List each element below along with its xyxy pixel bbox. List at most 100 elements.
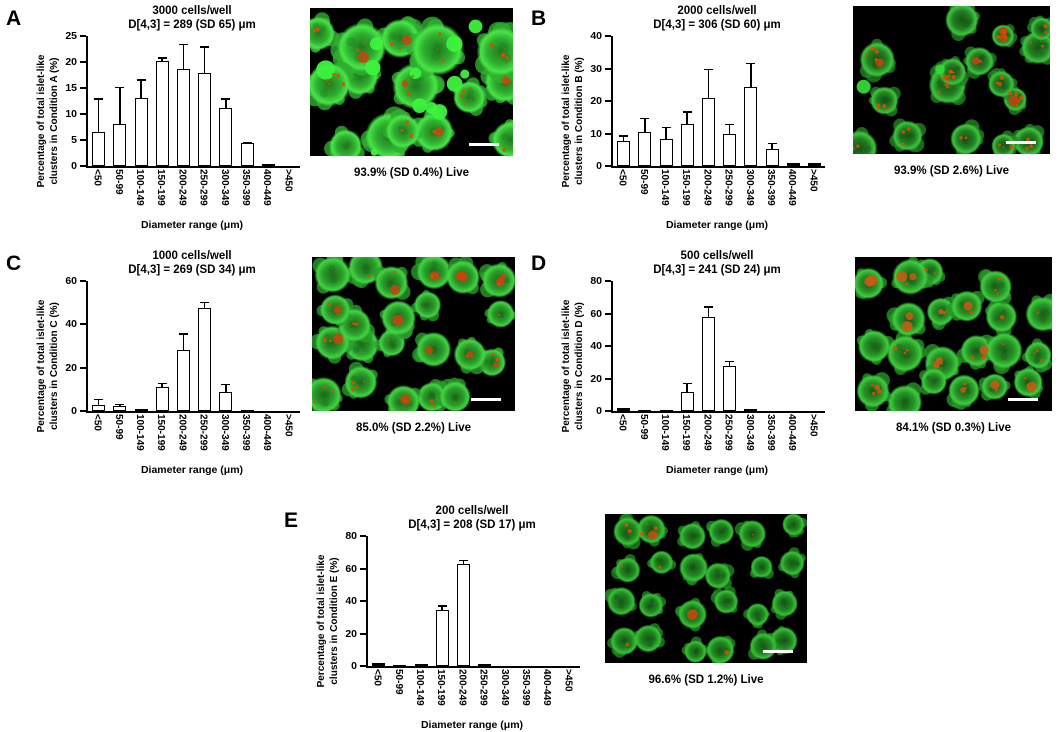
y-tick <box>605 377 611 380</box>
x-tick-label: 150-199 <box>435 669 447 706</box>
y-tick <box>360 665 366 667</box>
error-bar-cap <box>94 398 104 401</box>
error-bar <box>441 605 443 610</box>
y-tick <box>360 632 366 635</box>
bar-150-199 <box>680 391 694 411</box>
error-bar-cap <box>661 126 671 129</box>
y-tick-label: 60 <box>590 307 602 320</box>
x-tick-label: 150-199 <box>155 169 167 206</box>
x-tick-labels: <50 50-99 100-149 150-199 200-249 250-299 300-… <box>86 166 298 218</box>
bar-250-299 <box>198 73 212 166</box>
x-tick-label: 200-249 <box>701 414 713 451</box>
error-bar <box>203 301 206 308</box>
error-bar <box>622 135 625 141</box>
error-bar-cap <box>458 559 468 562</box>
error-bar-cap <box>115 86 125 89</box>
y-tick <box>80 410 86 412</box>
fluorescence-image <box>310 8 513 156</box>
y-tick-label: 20 <box>590 95 602 107</box>
plot-body: 0 5 10 15 20 25 <box>65 30 304 172</box>
plot-body: 0 20 40 60 <box>65 275 304 417</box>
x-tick-label: 250-299 <box>477 669 489 706</box>
plot-area: 0 10 20 30 40 <box>590 30 825 172</box>
error-bar-cap <box>746 62 756 65</box>
y-tick <box>360 535 366 537</box>
bar-100-149 <box>659 410 673 411</box>
x-tick-label: <50 <box>91 414 103 431</box>
chart-title-block: 200 cells/well D[4,3] = 208 (SD 17) μm <box>366 504 578 532</box>
error-bar-cap <box>157 57 167 59</box>
y-tick <box>605 345 611 347</box>
bar-400-449 <box>261 163 275 166</box>
x-tick-label: <50 <box>91 169 103 186</box>
y-tick-label: 20 <box>65 361 77 374</box>
chart-title: 2000 cells/well <box>677 5 757 17</box>
bar-100-149 <box>134 409 148 411</box>
live-caption: 96.6% (SD 1.2%) Live <box>648 674 764 686</box>
error-bar-cap <box>437 605 447 607</box>
x-axis-label: Diameter range (μm) <box>665 464 769 476</box>
y-tick-label: 20 <box>590 372 602 385</box>
y-axis-label-line1: Percentage of total islet-like <box>36 299 47 433</box>
y-tick-label: 5 <box>71 134 77 146</box>
x-tick-label: 300-349 <box>743 169 755 206</box>
x-tick-label: 50-99 <box>392 669 404 695</box>
x-tick-labels: <50 50-99 100-149 150-199 200-249 250-299 300-… <box>611 411 823 463</box>
micrograph-a: 93.9% (SD 0.4%) Live <box>310 8 513 179</box>
x-tick-label: 100-149 <box>134 169 145 206</box>
error-bar-cap <box>682 382 692 385</box>
x-tick-label: 300-349 <box>218 169 230 206</box>
y-tick-label: 20 <box>65 56 77 68</box>
x-axis-label: Diameter range (μm) <box>140 464 244 476</box>
error-bar <box>97 98 100 133</box>
y-tick-label: 0 <box>71 405 77 417</box>
y-tick <box>80 165 86 167</box>
scale-bar <box>763 650 793 653</box>
x-tick-label: 50-99 <box>637 169 649 195</box>
error-bar <box>203 46 206 74</box>
x-tick-label: 300-349 <box>743 414 755 451</box>
error-bar-cap <box>767 142 777 145</box>
y-tick-label: 80 <box>345 530 357 542</box>
panel-label-d: D <box>531 252 547 275</box>
x-tick-label: <50 <box>616 169 628 186</box>
y-tick-label: 80 <box>590 275 602 287</box>
chart-title: 1000 cells/well <box>152 250 232 262</box>
error-bar-cap <box>178 43 188 46</box>
bar-150-199 <box>435 609 449 666</box>
x-tick-label: 100-149 <box>414 669 425 706</box>
live-caption: 85.0% (SD 2.2%) Live <box>355 422 472 434</box>
error-bar <box>161 57 163 61</box>
x-tick-label: 250-299 <box>722 414 734 451</box>
chart-subtitle: D[4,3] = 269 (SD 34) μm <box>128 264 256 276</box>
y-tick <box>605 165 611 167</box>
bar-<50 <box>372 662 386 666</box>
chart-subtitle: D[4,3] = 208 (SD 17) μm <box>408 519 536 531</box>
x-tick-label: 50-99 <box>112 169 124 195</box>
x-tick-label: 150-199 <box>680 169 692 206</box>
x-tick-labels: <50 50-99 100-149 150-199 200-249 250-299 300-… <box>611 166 823 218</box>
error-bar <box>225 383 227 393</box>
error-bar <box>161 382 163 388</box>
bar-50-99 <box>393 665 407 666</box>
y-tick <box>360 600 366 602</box>
bar-chart-a: 3000 cells/well D[4,3] = 289 (SD 65) μm … <box>28 4 304 231</box>
x-tick-label: 400-449 <box>261 169 273 206</box>
error-bar <box>750 62 752 88</box>
error-bar <box>462 559 465 565</box>
x-tick-label: 200-249 <box>176 414 188 451</box>
x-tick-label: >450 <box>807 169 819 192</box>
y-tick <box>605 132 611 135</box>
x-tick-label: 400-449 <box>786 169 798 206</box>
bar-chart-d: 500 cells/well D[4,3] = 241 (SD 24) μm P… <box>553 249 829 476</box>
bar-250-299 <box>723 366 737 411</box>
bar-150-199 <box>155 60 169 166</box>
bar-<50 <box>92 132 106 166</box>
y-axis-label-line2: clusters in Condition E (%) <box>329 557 340 685</box>
scale-bar <box>1006 141 1036 144</box>
bar-200-249 <box>176 350 190 411</box>
y-tick-label: 40 <box>590 340 602 352</box>
error-bar-cap <box>200 301 210 304</box>
error-bar <box>182 333 185 351</box>
y-axis-label-line1: Percentage of total islet-like <box>36 54 47 188</box>
